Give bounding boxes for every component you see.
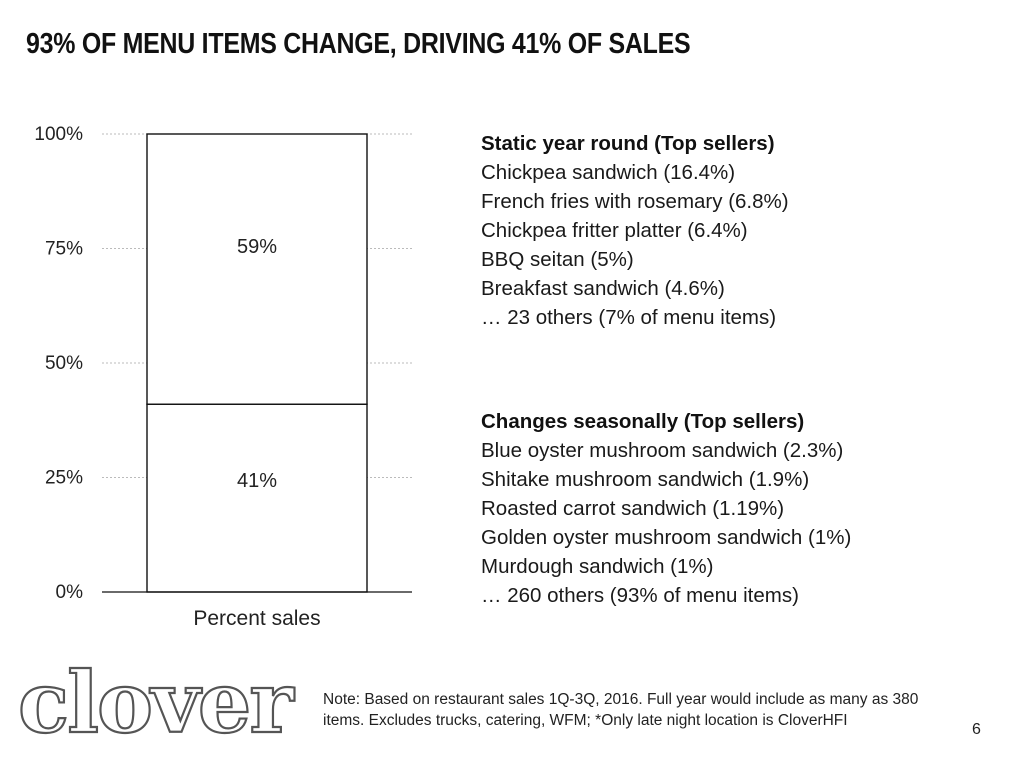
static-seller-item: … 23 others (7% of menu items) bbox=[481, 306, 777, 329]
stacked-bar-chart: 0% 25% 50% 75% 100% 41% 59% Percent sales bbox=[34, 124, 412, 630]
seasonal-seller-item: Murdough sandwich (1%) bbox=[481, 555, 714, 578]
y-tick-label: 0% bbox=[56, 582, 84, 603]
y-tick-label: 25% bbox=[45, 468, 83, 489]
seasonal-seller-item: Shitake mushroom sandwich (1.9%) bbox=[481, 468, 810, 491]
clover-logo-wordmark: clover bbox=[18, 664, 295, 752]
static-sellers-list: Static year round (Top sellers) Chickpea… bbox=[481, 129, 789, 332]
y-tick-label: 50% bbox=[45, 353, 83, 374]
y-tick-label: 75% bbox=[45, 239, 83, 260]
bar-segments bbox=[146, 133, 368, 593]
seasonal-sellers-list: Changes seasonally (Top sellers) Blue oy… bbox=[481, 407, 851, 610]
static-seller-item: French fries with rosemary (6.8%) bbox=[481, 190, 789, 213]
slide-title: 93% OF MENU ITEMS CHANGE, DRIVING 41% OF… bbox=[26, 28, 691, 60]
bar-segment-1 bbox=[146, 403, 368, 593]
x-category-label: Percent sales bbox=[193, 607, 320, 630]
static-seller-item: BBQ seitan (5%) bbox=[481, 248, 634, 271]
static-seller-item: Chickpea sandwich (16.4%) bbox=[481, 161, 736, 184]
bar-segment-2 bbox=[146, 133, 368, 405]
y-axis-tick-labels: 0% 25% 50% 75% 100% bbox=[34, 124, 83, 603]
bar-data-labels: 41% 59% bbox=[237, 236, 277, 492]
bar-data-label: 59% bbox=[237, 236, 277, 258]
seasonal-seller-item: Roasted carrot sandwich (1.19%) bbox=[481, 497, 785, 520]
static-seller-item: Chickpea fritter platter (6.4%) bbox=[481, 219, 748, 242]
static-sellers-heading: Static year round (Top sellers) bbox=[481, 132, 775, 155]
y-tick-label: 100% bbox=[34, 124, 83, 145]
seasonal-seller-item: Blue oyster mushroom sandwich (2.3%) bbox=[481, 439, 844, 462]
clover-logo: clover bbox=[18, 664, 298, 753]
seasonal-seller-item: Golden oyster mushroom sandwich (1%) bbox=[481, 526, 852, 549]
x-axis: Percent sales bbox=[102, 591, 412, 630]
seasonal-sellers-heading: Changes seasonally (Top sellers) bbox=[481, 410, 805, 433]
page-number: 6 bbox=[972, 721, 981, 738]
seasonal-seller-item: … 260 others (93% of menu items) bbox=[481, 584, 799, 607]
static-seller-item: Breakfast sandwich (4.6%) bbox=[481, 277, 725, 300]
footnote: Note: Based on restaurant sales 1Q-3Q, 2… bbox=[323, 691, 919, 729]
bar-data-label: 41% bbox=[237, 470, 277, 492]
